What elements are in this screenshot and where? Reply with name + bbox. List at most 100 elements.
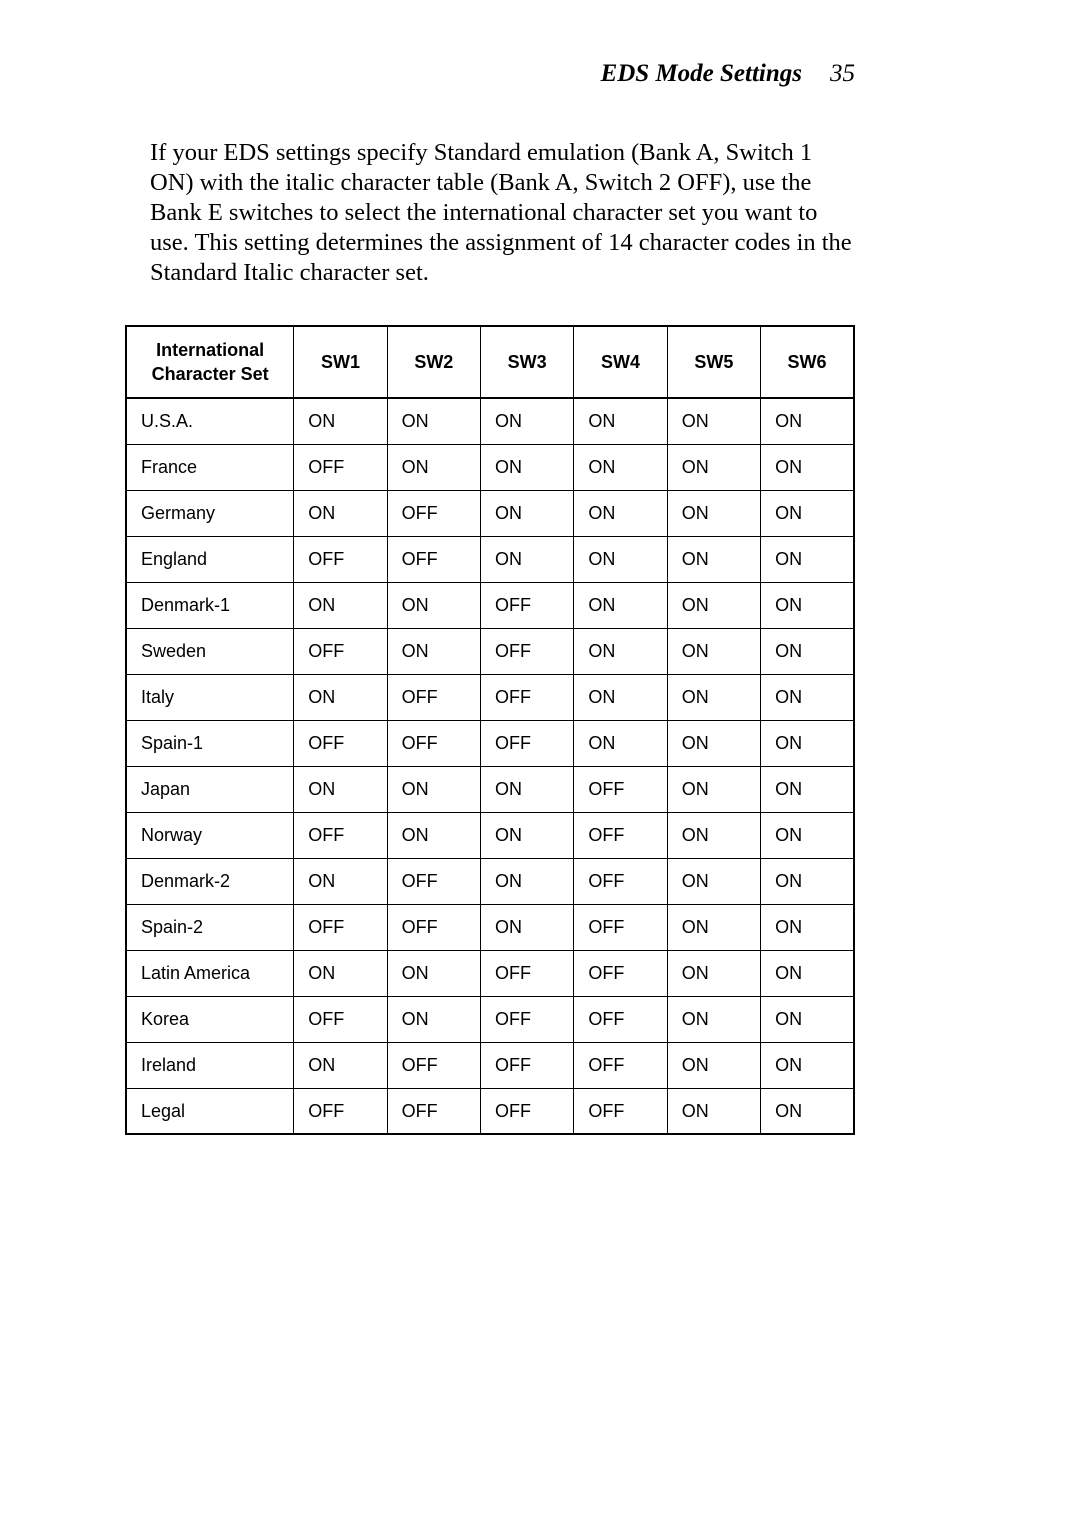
table-cell-switch: ON bbox=[294, 950, 387, 996]
table-cell-switch: ON bbox=[574, 536, 667, 582]
table-cell-switch: ON bbox=[667, 858, 760, 904]
table-cell-switch: ON bbox=[667, 812, 760, 858]
table-cell-switch: ON bbox=[574, 398, 667, 444]
table-cell-switch: OFF bbox=[574, 766, 667, 812]
table-cell-switch: OFF bbox=[481, 720, 574, 766]
table-header-sw3: SW3 bbox=[481, 326, 574, 398]
page-header: EDS Mode Settings 35 bbox=[125, 60, 955, 88]
table-cell-switch: ON bbox=[761, 766, 854, 812]
table-cell-switch: ON bbox=[761, 536, 854, 582]
table-cell-switch: ON bbox=[481, 766, 574, 812]
table-cell-switch: ON bbox=[761, 812, 854, 858]
table-cell-switch: OFF bbox=[481, 950, 574, 996]
table-cell-switch: OFF bbox=[387, 720, 480, 766]
table-cell-switch: OFF bbox=[294, 812, 387, 858]
table-cell-switch: ON bbox=[387, 766, 480, 812]
table-header-label: International Character Set bbox=[152, 338, 269, 387]
table-cell-charset: U.S.A. bbox=[126, 398, 294, 444]
table-cell-switch: ON bbox=[387, 996, 480, 1042]
table-cell-switch: ON bbox=[667, 950, 760, 996]
table-cell-charset: England bbox=[126, 536, 294, 582]
table-row: KoreaOFFONOFFOFFONON bbox=[126, 996, 854, 1042]
table-cell-charset: Korea bbox=[126, 996, 294, 1042]
table-cell-switch: ON bbox=[667, 582, 760, 628]
table-cell-switch: ON bbox=[667, 720, 760, 766]
table-cell-switch: ON bbox=[761, 950, 854, 996]
table-row: EnglandOFFOFFONONONON bbox=[126, 536, 854, 582]
body-paragraph: If your EDS settings specify Standard em… bbox=[125, 138, 955, 287]
table-row: U.S.A.ONONONONONON bbox=[126, 398, 854, 444]
table-cell-switch: ON bbox=[387, 950, 480, 996]
table-row: Spain-2OFFOFFONOFFONON bbox=[126, 904, 854, 950]
table-cell-switch: OFF bbox=[294, 444, 387, 490]
header-page-number: 35 bbox=[830, 60, 855, 87]
table-cell-charset: France bbox=[126, 444, 294, 490]
table-cell-switch: OFF bbox=[481, 1088, 574, 1134]
table-cell-switch: OFF bbox=[387, 1042, 480, 1088]
table-cell-switch: ON bbox=[761, 398, 854, 444]
table-header-charset: International Character Set bbox=[126, 326, 294, 398]
table-cell-switch: ON bbox=[667, 444, 760, 490]
table-cell-switch: ON bbox=[667, 766, 760, 812]
table-cell-switch: ON bbox=[387, 812, 480, 858]
table-cell-charset: Italy bbox=[126, 674, 294, 720]
table-cell-switch: ON bbox=[294, 1042, 387, 1088]
table-row: IrelandONOFFOFFOFFONON bbox=[126, 1042, 854, 1088]
table-cell-charset: Spain-1 bbox=[126, 720, 294, 766]
table-cell-switch: ON bbox=[761, 674, 854, 720]
table-cell-switch: ON bbox=[667, 490, 760, 536]
table-cell-switch: ON bbox=[574, 674, 667, 720]
table-cell-switch: ON bbox=[481, 398, 574, 444]
table-cell-switch: ON bbox=[481, 858, 574, 904]
table-cell-switch: ON bbox=[761, 1042, 854, 1088]
table-cell-switch: ON bbox=[761, 444, 854, 490]
table-cell-switch: OFF bbox=[481, 1042, 574, 1088]
table-cell-switch: ON bbox=[481, 812, 574, 858]
table-header-row: International Character Set SW1 SW2 SW3 … bbox=[126, 326, 854, 398]
table-row: LegalOFFOFFOFFOFFONON bbox=[126, 1088, 854, 1134]
table-cell-switch: OFF bbox=[294, 1088, 387, 1134]
table-cell-charset: Sweden bbox=[126, 628, 294, 674]
table-cell-switch: OFF bbox=[481, 674, 574, 720]
table-cell-charset: Latin America bbox=[126, 950, 294, 996]
table-cell-charset: Japan bbox=[126, 766, 294, 812]
table-cell-switch: ON bbox=[667, 628, 760, 674]
table-cell-switch: OFF bbox=[294, 536, 387, 582]
table-cell-switch: ON bbox=[667, 1042, 760, 1088]
table-cell-charset: Norway bbox=[126, 812, 294, 858]
table-row: ItalyONOFFOFFONONON bbox=[126, 674, 854, 720]
table-header-sw5: SW5 bbox=[667, 326, 760, 398]
table-cell-switch: ON bbox=[387, 398, 480, 444]
table-cell-switch: OFF bbox=[574, 904, 667, 950]
table-cell-switch: ON bbox=[294, 858, 387, 904]
table-cell-charset: Spain-2 bbox=[126, 904, 294, 950]
table-cell-switch: OFF bbox=[481, 628, 574, 674]
header-title: EDS Mode Settings bbox=[601, 60, 802, 87]
table-header-sw4: SW4 bbox=[574, 326, 667, 398]
table-cell-switch: ON bbox=[294, 490, 387, 536]
table-cell-switch: ON bbox=[387, 444, 480, 490]
table-cell-switch: ON bbox=[761, 904, 854, 950]
table-cell-switch: OFF bbox=[294, 996, 387, 1042]
table-cell-switch: ON bbox=[667, 398, 760, 444]
table-cell-switch: ON bbox=[761, 1088, 854, 1134]
table-cell-switch: ON bbox=[667, 674, 760, 720]
table-cell-switch: ON bbox=[667, 996, 760, 1042]
table-header-sw2: SW2 bbox=[387, 326, 480, 398]
table-row: Spain-1OFFOFFOFFONONON bbox=[126, 720, 854, 766]
table-cell-switch: OFF bbox=[387, 858, 480, 904]
table-cell-switch: OFF bbox=[574, 1042, 667, 1088]
table-cell-switch: OFF bbox=[294, 720, 387, 766]
table-cell-charset: Germany bbox=[126, 490, 294, 536]
table-cell-switch: ON bbox=[761, 858, 854, 904]
table-row: Latin AmericaONONOFFOFFONON bbox=[126, 950, 854, 996]
table-cell-switch: OFF bbox=[574, 1088, 667, 1134]
table-cell-switch: ON bbox=[481, 904, 574, 950]
table-cell-switch: ON bbox=[761, 582, 854, 628]
table-cell-switch: OFF bbox=[481, 582, 574, 628]
table-cell-switch: OFF bbox=[481, 996, 574, 1042]
table-cell-switch: OFF bbox=[387, 1088, 480, 1134]
table-cell-switch: ON bbox=[667, 536, 760, 582]
table-cell-switch: ON bbox=[761, 996, 854, 1042]
table-cell-switch: OFF bbox=[387, 536, 480, 582]
